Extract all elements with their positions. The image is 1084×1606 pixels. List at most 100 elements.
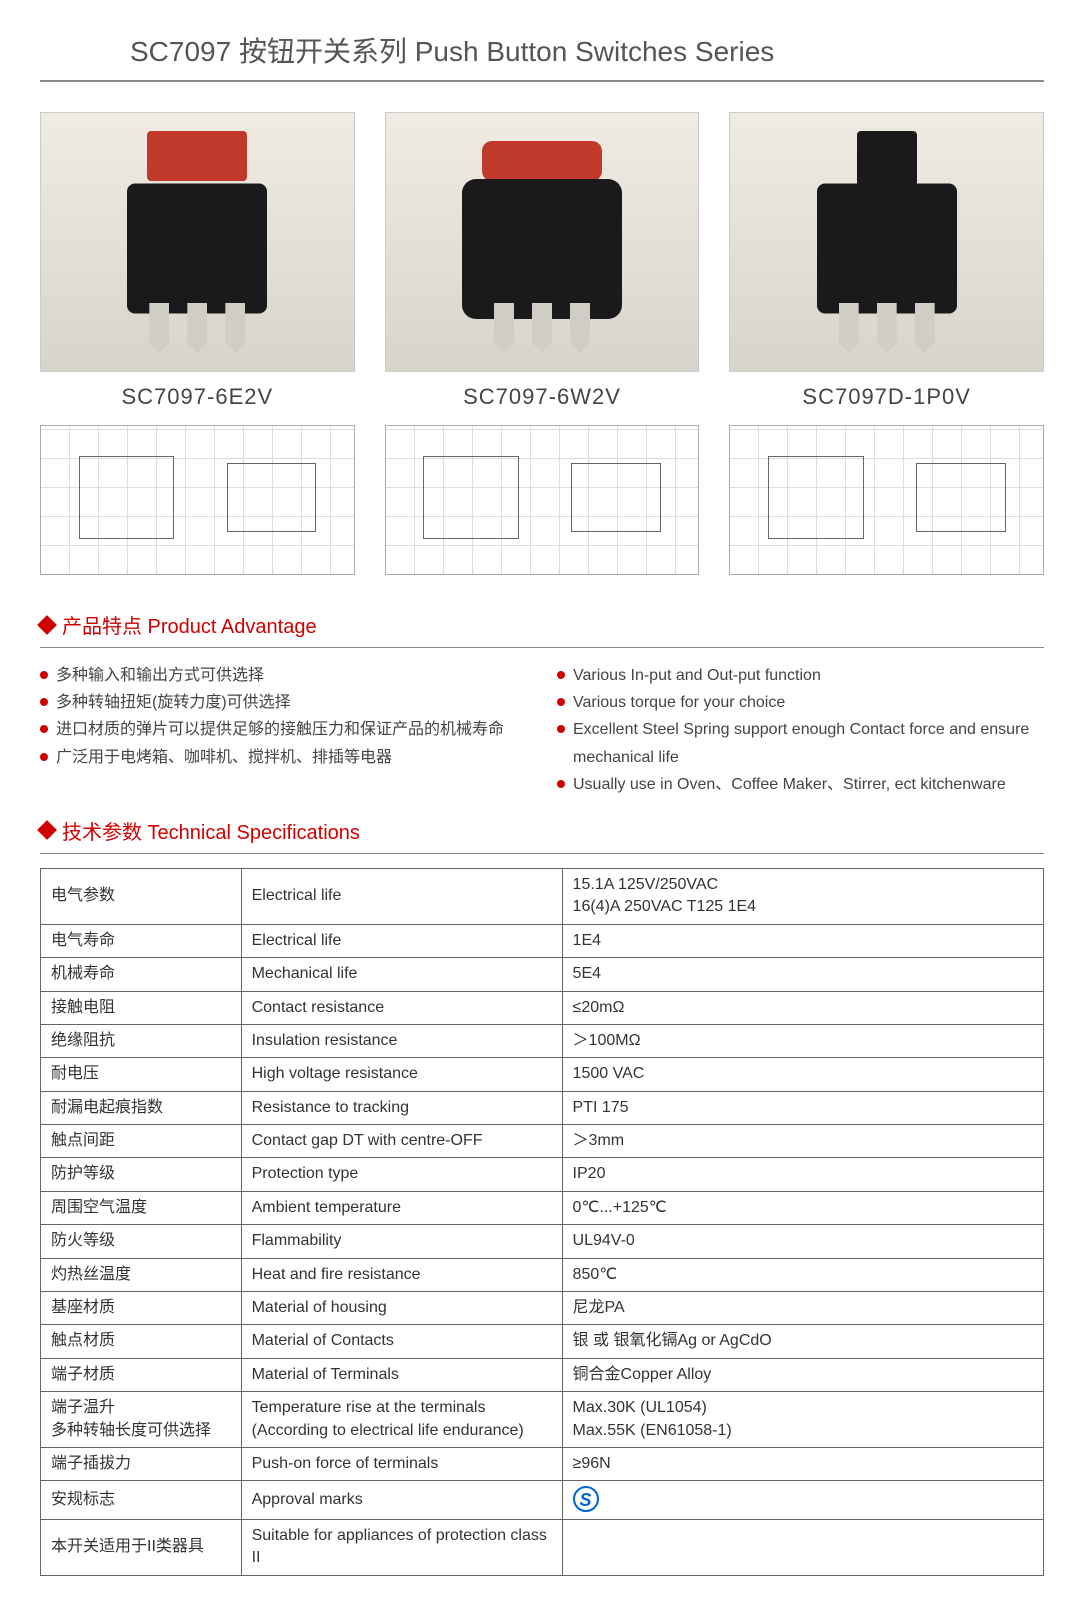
spec-cn: 防护等级 — [41, 1158, 242, 1191]
switch-cap-icon — [147, 131, 247, 181]
spec-cn: 触点间距 — [41, 1125, 242, 1158]
table-row: 灼热丝温度Heat and fire resistance850℃ — [41, 1258, 1044, 1291]
spec-cn: 触点材质 — [41, 1325, 242, 1358]
title-rule — [40, 80, 1044, 82]
product-photo-2 — [729, 112, 1044, 372]
advantage-text: 广泛用于电烤箱、咖啡机、搅拌机、排插等电器 — [56, 744, 392, 771]
spec-value: PTI 175 — [562, 1091, 1043, 1124]
section-title-advantage: 产品特点 Product Advantage — [62, 610, 317, 639]
bullet-icon — [40, 753, 48, 761]
product-photo-0 — [40, 112, 355, 372]
spec-en: Approval marks — [241, 1481, 562, 1519]
spec-en: Suitable for appliances of protection cl… — [241, 1519, 562, 1575]
switch-body-icon — [817, 184, 957, 314]
spec-en: Material of Contacts — [241, 1325, 562, 1358]
spec-value: 5E4 — [562, 958, 1043, 991]
spec-value: 1500 VAC — [562, 1058, 1043, 1091]
table-row: 机械寿命Mechanical life5E4 — [41, 958, 1044, 991]
advantage-item: Excellent Steel Spring support enough Co… — [557, 716, 1044, 770]
diagram-row — [40, 425, 1044, 575]
bullet-icon — [557, 671, 565, 679]
advantage-col-cn: 多种输入和输出方式可供选择多种转轴扭矩(旋转力度)可供选择进口材质的弹片可以提供… — [40, 662, 527, 798]
section-title-specs: 技术参数 Technical Specifications — [62, 816, 360, 845]
spec-cn: 接触电阻 — [41, 991, 242, 1024]
table-row: 接触电阻Contact resistance≤20mΩ — [41, 991, 1044, 1024]
table-row: 周围空气温度Ambient temperature0℃...+125℃ — [41, 1191, 1044, 1224]
advantage-columns: 多种输入和输出方式可供选择多种转轴扭矩(旋转力度)可供选择进口材质的弹片可以提供… — [40, 662, 1044, 798]
spec-value: 850℃ — [562, 1258, 1043, 1291]
advantage-text: Various In-put and Out-put function — [573, 662, 821, 689]
switch-cap-icon — [482, 141, 602, 181]
table-row: 防火等级FlammabilityUL94V-0 — [41, 1225, 1044, 1258]
switch-cap-icon — [857, 131, 917, 186]
table-row: 防护等级Protection typeIP20 — [41, 1158, 1044, 1191]
spec-en: Electrical life — [241, 924, 562, 957]
switch-pins-icon — [839, 303, 935, 353]
advantage-item: Various torque for your choice — [557, 689, 1044, 716]
table-row: 触点材质Material of Contacts银 或 银氧化镉Ag or Ag… — [41, 1325, 1044, 1358]
spec-cn: 端子温升 多种转轴长度可供选择 — [41, 1392, 242, 1448]
section-rule — [40, 647, 1044, 648]
advantage-item: 多种转轴扭矩(旋转力度)可供选择 — [40, 689, 527, 716]
dimension-diagram-1 — [385, 425, 700, 575]
spec-value: ＞3mm — [562, 1125, 1043, 1158]
spec-en: High voltage resistance — [241, 1058, 562, 1091]
spec-en: Contact gap DT with centre-OFF — [241, 1125, 562, 1158]
table-row: 安规标志Approval marksS — [41, 1481, 1044, 1519]
bullet-icon — [557, 780, 565, 788]
spec-en: Flammability — [241, 1225, 562, 1258]
advantage-text: 多种输入和输出方式可供选择 — [56, 662, 264, 689]
spec-cn: 耐漏电起痕指数 — [41, 1091, 242, 1124]
spec-value: 尼龙PA — [562, 1292, 1043, 1325]
spec-cn: 绝缘阻抗 — [41, 1024, 242, 1057]
table-row: 触点间距Contact gap DT with centre-OFF＞3mm — [41, 1125, 1044, 1158]
table-row: 本开关适用于II类器具Suitable for appliances of pr… — [41, 1519, 1044, 1575]
spec-cn: 周围空气温度 — [41, 1191, 242, 1224]
switch-body-icon — [127, 184, 267, 314]
table-row: 电气寿命Electrical life1E4 — [41, 924, 1044, 957]
table-row: 绝缘阻抗Insulation resistance＞100MΩ — [41, 1024, 1044, 1057]
spec-value: Max.30K (UL1054) Max.55K (EN61058-1) — [562, 1392, 1043, 1448]
table-row: 耐漏电起痕指数Resistance to trackingPTI 175 — [41, 1091, 1044, 1124]
table-row: 端子温升 多种转轴长度可供选择Temperature rise at the t… — [41, 1392, 1044, 1448]
spec-value: UL94V-0 — [562, 1225, 1043, 1258]
spec-cn: 机械寿命 — [41, 958, 242, 991]
spec-cn: 灼热丝温度 — [41, 1258, 242, 1291]
spec-cn: 基座材质 — [41, 1292, 242, 1325]
spec-en: Mechanical life — [241, 958, 562, 991]
table-row: 端子材质Material of Terminals铜合金Copper Alloy — [41, 1358, 1044, 1391]
advantage-item: 多种输入和输出方式可供选择 — [40, 662, 527, 689]
bullet-icon — [557, 725, 565, 733]
spec-value: 1E4 — [562, 924, 1043, 957]
advantage-text: Various torque for your choice — [573, 689, 785, 716]
spec-table: 电气参数Electrical life15.1A 125V/250VAC 16(… — [40, 868, 1044, 1576]
dimension-diagram-2 — [729, 425, 1044, 575]
advantage-item: Usually use in Oven、Coffee Maker、Stirrer… — [557, 771, 1044, 798]
spec-cn: 电气寿命 — [41, 924, 242, 957]
spec-cn: 防火等级 — [41, 1225, 242, 1258]
spec-en: Protection type — [241, 1158, 562, 1191]
product-label-0: SC7097-6E2V — [122, 384, 274, 410]
spec-en: Heat and fire resistance — [241, 1258, 562, 1291]
spec-value: ＞100MΩ — [562, 1024, 1043, 1057]
spec-en: Insulation resistance — [241, 1024, 562, 1057]
product-label-2: SC7097D-1P0V — [802, 384, 971, 410]
spec-cn: 电气参数 — [41, 868, 242, 924]
spec-value: ≤20mΩ — [562, 991, 1043, 1024]
section-rule — [40, 853, 1044, 854]
table-row: 电气参数Electrical life15.1A 125V/250VAC 16(… — [41, 868, 1044, 924]
product-cell-1: SC7097-6W2V — [385, 112, 700, 410]
dimension-diagram-0 — [40, 425, 355, 575]
spec-cn: 安规标志 — [41, 1481, 242, 1519]
spec-cn: 端子插拔力 — [41, 1447, 242, 1480]
spec-en: Material of housing — [241, 1292, 562, 1325]
product-photo-1 — [385, 112, 700, 372]
spec-value: 15.1A 125V/250VAC 16(4)A 250VAC T125 1E4 — [562, 868, 1043, 924]
bullet-icon — [40, 671, 48, 679]
advantage-item: 进口材质的弹片可以提供足够的接触压力和保证产品的机械寿命 — [40, 716, 527, 743]
table-row: 耐电压High voltage resistance1500 VAC — [41, 1058, 1044, 1091]
spec-value: IP20 — [562, 1158, 1043, 1191]
product-label-1: SC7097-6W2V — [463, 384, 621, 410]
product-photo-row: SC7097-6E2V SC7097-6W2V SC7097D-1P0V — [40, 112, 1044, 410]
spec-en: Resistance to tracking — [241, 1091, 562, 1124]
